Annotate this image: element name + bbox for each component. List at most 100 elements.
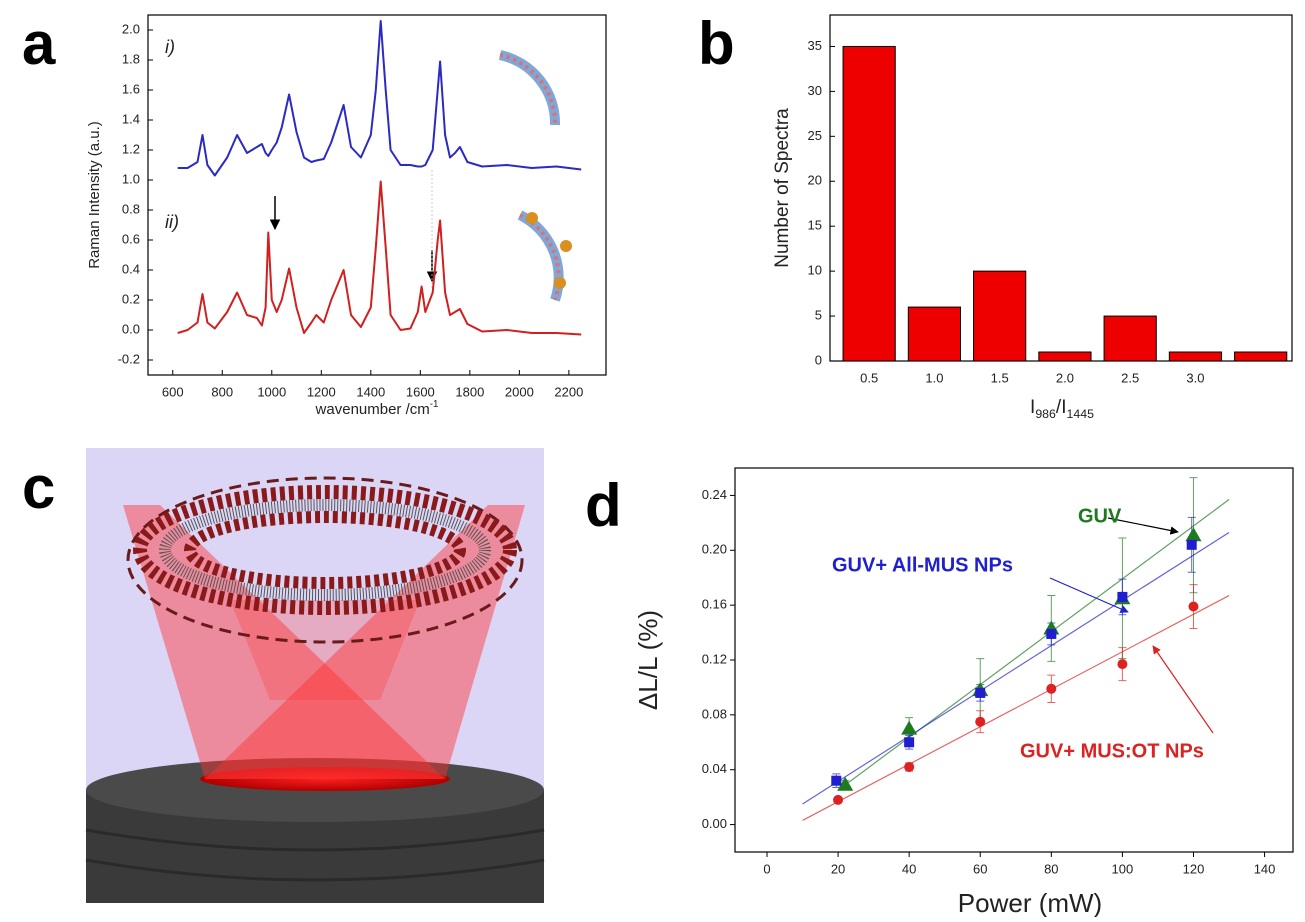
plot-frame — [829, 14, 1293, 362]
axis-title-part: 1445 — [1066, 407, 1094, 421]
x-tick-label: 2000 — [505, 384, 534, 399]
y-tick-label: 0.6 — [122, 231, 140, 246]
series-label: i) — [165, 37, 175, 57]
bar — [842, 45, 896, 362]
y-tick-label: 35 — [808, 38, 822, 53]
y-tick-label: 1.2 — [122, 141, 140, 156]
axis-title-part: /I — [1056, 397, 1067, 418]
x-tick-label: 0 — [763, 861, 770, 876]
point — [837, 776, 854, 791]
y-tick-label: 5 — [815, 308, 822, 323]
y-tick-label: 1.0 — [122, 171, 140, 186]
point — [833, 794, 844, 805]
y-tick-label: 1.6 — [122, 81, 140, 96]
y-tick-label: 0.2 — [122, 291, 140, 306]
x-tick-label: 1600 — [406, 384, 435, 399]
point — [904, 737, 915, 748]
x-tick-label: 600 — [162, 384, 184, 399]
point — [1117, 591, 1128, 602]
series-label: GUV+ All-MUS NPs — [832, 554, 1013, 576]
fit-line — [802, 595, 1230, 821]
y-tick-label: 1.4 — [122, 111, 140, 126]
x-axis-title: I986/I1445 — [1030, 397, 1094, 421]
panel-label: c — [22, 454, 55, 521]
x-tick-label: 800 — [211, 384, 233, 399]
bar — [1168, 351, 1223, 362]
x-tick-label: 1.5 — [991, 370, 1009, 385]
point — [1117, 659, 1128, 670]
point — [975, 687, 986, 698]
y-tick-label: 0.24 — [702, 487, 727, 502]
panel-label: b — [698, 10, 735, 77]
membrane-icon — [517, 210, 572, 302]
x-tick-label: 1800 — [455, 384, 484, 399]
point — [904, 761, 915, 772]
bar — [1234, 351, 1288, 362]
y-tick-label: 20 — [808, 173, 822, 188]
arrow — [1152, 645, 1214, 734]
axis-title-part: wavenumber /cm — [315, 401, 430, 418]
spectrum-line — [177, 20, 582, 177]
bar — [907, 306, 962, 362]
point — [1046, 628, 1057, 639]
axis-title-part: -1 — [430, 399, 439, 410]
x-tick-label: 20 — [831, 861, 845, 876]
axis-title-part: I — [1030, 397, 1035, 418]
y-tick-label: 15 — [808, 218, 822, 233]
illustration — [85, 448, 545, 903]
y-tick-label: 25 — [808, 128, 822, 143]
arrow — [1107, 517, 1179, 535]
y-tick-label: 0.4 — [122, 261, 140, 276]
x-tick-label: 2.0 — [1056, 370, 1074, 385]
y-tick-label: 0.08 — [702, 706, 727, 721]
point — [901, 720, 918, 735]
y-tick-label: 0.16 — [702, 597, 727, 612]
panel-label: a — [22, 10, 56, 77]
x-tick-label: 2200 — [554, 384, 583, 399]
x-tick-label: 1400 — [356, 384, 385, 399]
series-label: GUV+ MUS:OT NPs — [1020, 740, 1204, 762]
x-tick-label: 1.0 — [925, 370, 943, 385]
x-tick-label: 1200 — [307, 384, 336, 399]
bar — [1038, 351, 1092, 362]
x-tick-label: 60 — [973, 861, 987, 876]
y-tick-label: -0.2 — [118, 351, 140, 366]
x-tick-label: 3.0 — [1186, 370, 1204, 385]
x-tick-label: 100 — [1112, 861, 1134, 876]
x-tick-label: 40 — [902, 861, 916, 876]
x-tick-label: 1000 — [257, 384, 286, 399]
x-tick-label: 0.5 — [860, 370, 878, 385]
bar — [1103, 315, 1157, 362]
panel-label: d — [585, 472, 622, 539]
y-tick-label: 0.00 — [702, 816, 727, 831]
series-label: ii) — [165, 212, 179, 232]
y-tick-label: 0.04 — [702, 761, 727, 776]
point — [1185, 527, 1202, 542]
spectrum-line — [177, 180, 582, 336]
y-tick-label: 0.0 — [122, 321, 140, 336]
y-tick-label: 0.8 — [122, 201, 140, 216]
x-tick-label: 120 — [1183, 861, 1205, 876]
y-tick-label: 0 — [815, 352, 822, 367]
y-tick-label: 0.12 — [702, 651, 727, 666]
x-tick-label: 80 — [1044, 861, 1058, 876]
point — [1046, 683, 1057, 694]
y-tick-label: 0.20 — [702, 542, 727, 557]
plot-frame — [147, 14, 607, 376]
point — [975, 716, 986, 727]
fit-line — [837, 499, 1230, 791]
point — [1188, 601, 1199, 612]
y-tick-label: 2.0 — [122, 21, 140, 36]
bar — [973, 270, 1027, 362]
x-tick-label: 140 — [1254, 861, 1276, 876]
arrow — [1049, 577, 1129, 613]
y-tick-label: 10 — [808, 263, 822, 278]
point — [1186, 539, 1197, 550]
x-tick-label: 2.5 — [1121, 370, 1139, 385]
y-tick-label: 30 — [808, 83, 822, 98]
y-axis-title: ΔL/L (%) — [633, 610, 663, 710]
y-axis-title: Raman Intensity (a.u.) — [86, 121, 103, 269]
axis-title-part: 986 — [1035, 407, 1056, 421]
y-axis-title: Number of Spectra — [772, 108, 793, 268]
